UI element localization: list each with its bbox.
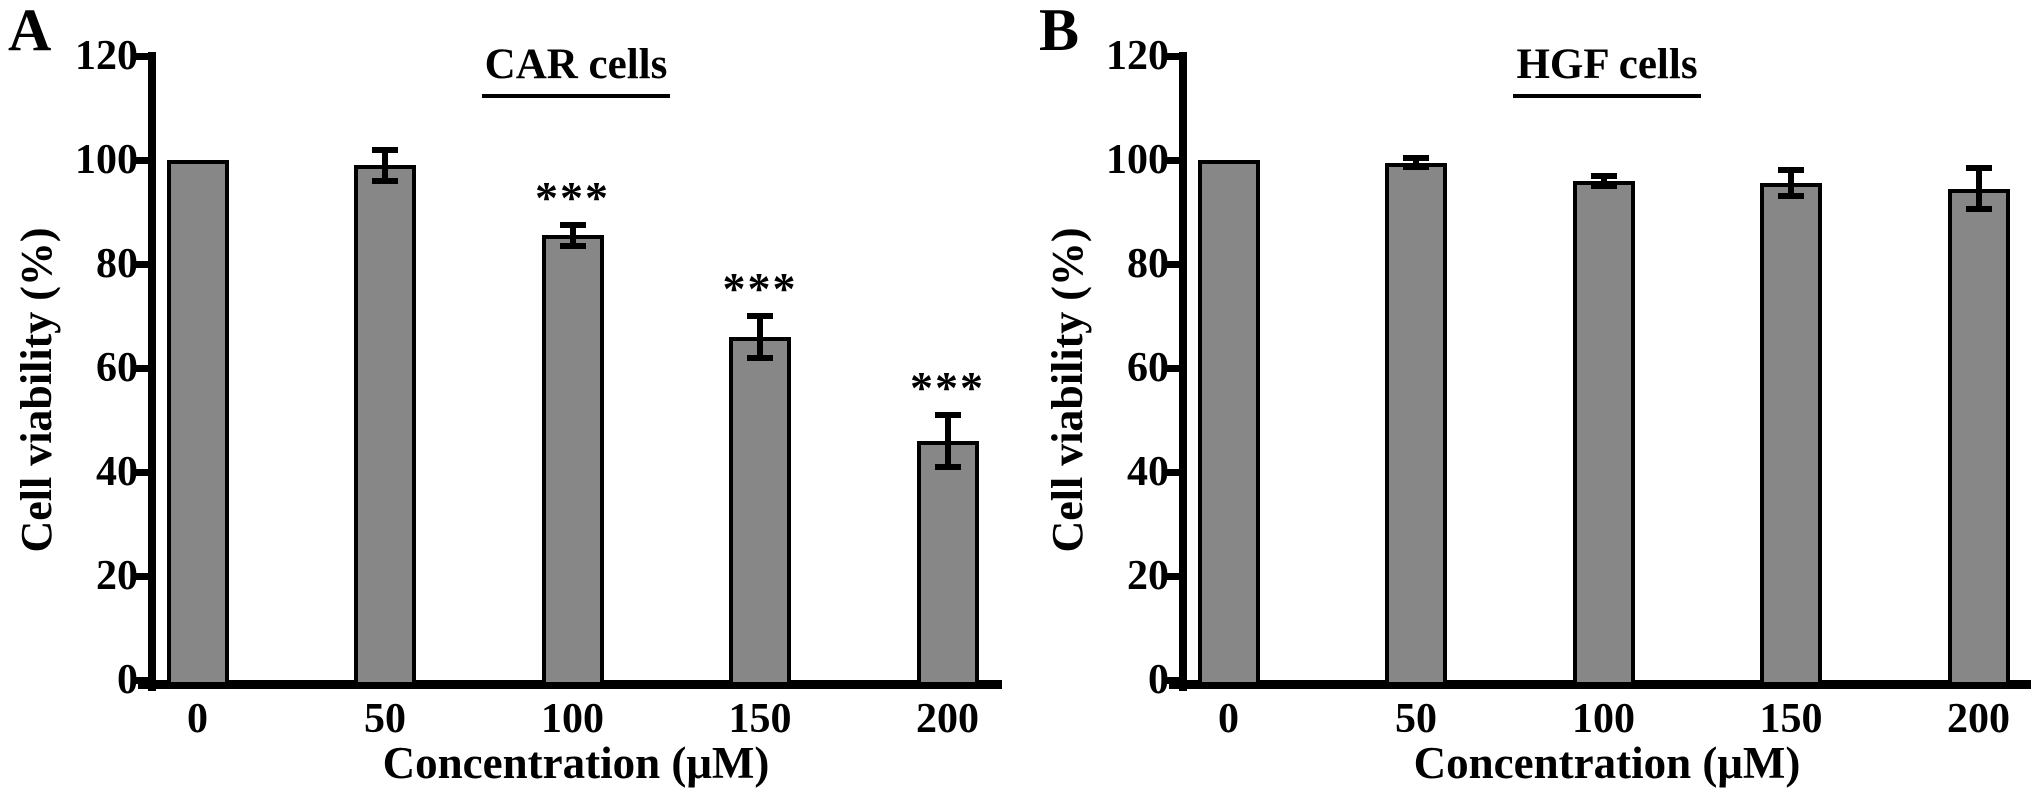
y-axis-line xyxy=(148,52,156,691)
error-bar-cap-bottom xyxy=(372,177,398,184)
y-tick xyxy=(1165,572,1179,580)
error-bar-cap-bottom xyxy=(1965,206,1992,213)
y-tick-label: 40 xyxy=(1127,449,1169,495)
x-tick-label: 100 xyxy=(541,696,604,742)
significance-stars: *** xyxy=(535,172,610,223)
error-bar-line xyxy=(1788,170,1794,197)
bar xyxy=(1947,188,2010,686)
y-tick-label: 60 xyxy=(1127,345,1169,391)
y-tick xyxy=(134,676,148,684)
error-bar-cap-bottom xyxy=(1590,183,1617,189)
x-axis-label: Concentration (μM) xyxy=(382,738,770,788)
x-tick-label: 100 xyxy=(1572,696,1635,742)
y-tick-label: 60 xyxy=(96,345,138,391)
bar xyxy=(1760,183,1822,686)
bar xyxy=(1385,162,1447,686)
error-bar-cap-top xyxy=(559,222,586,228)
chart-title-text: CAR cells xyxy=(481,42,671,99)
y-tick xyxy=(134,468,148,476)
y-tick xyxy=(1165,156,1179,164)
y-tick xyxy=(134,572,148,580)
y-tick-label: 0 xyxy=(1148,657,1169,703)
bar xyxy=(1572,180,1635,686)
error-bar-cap-top xyxy=(1778,167,1804,174)
error-bar-line xyxy=(569,225,576,246)
significance-stars: *** xyxy=(722,263,798,314)
y-tick xyxy=(1165,468,1179,476)
error-bar-line xyxy=(1975,167,1982,210)
y-tick xyxy=(134,260,148,268)
y-tick xyxy=(134,364,148,372)
error-bar-cap-top xyxy=(1590,172,1617,179)
error-bar-cap-top xyxy=(747,313,773,319)
error-bar-line xyxy=(944,414,951,467)
bar xyxy=(166,160,229,686)
error-bar-line xyxy=(757,316,763,358)
y-axis-line xyxy=(1179,52,1187,691)
y-tick xyxy=(1165,676,1179,684)
y-tick-label: 120 xyxy=(75,33,138,79)
x-tick-label: 50 xyxy=(1395,696,1437,742)
error-bar-line xyxy=(1600,175,1607,186)
error-bar-cap-bottom xyxy=(934,463,961,470)
plot-area-hgf: 0 20 40 60 80 100 120 0 50 100 150 200 xyxy=(1031,0,2031,803)
y-tick xyxy=(134,156,148,164)
bar xyxy=(729,336,791,686)
y-tick-label: 80 xyxy=(96,241,138,287)
error-bar-line xyxy=(1413,158,1419,167)
x-tick-label: 0 xyxy=(187,696,208,742)
bar xyxy=(354,165,416,686)
y-tick xyxy=(1165,260,1179,268)
y-tick-label: 80 xyxy=(1127,241,1169,287)
chart-title-hgf: HGF cells xyxy=(1181,42,2031,99)
error-bar-line xyxy=(382,149,388,181)
x-tick-label: 50 xyxy=(364,696,406,742)
plot-area-car: 0 20 40 60 80 100 120 0 50 *** 100 *** 150 *** 200 xyxy=(0,0,1002,803)
bar xyxy=(1197,160,1260,686)
bar xyxy=(541,235,604,686)
panel-hgf-cells: B HGF cells Cell viability (%) 0 20 40 60 80… xyxy=(1031,0,2031,803)
y-tick-label: 100 xyxy=(75,137,138,183)
error-bar-cap-bottom xyxy=(1778,193,1804,200)
error-bar-cap-bottom xyxy=(1403,163,1429,170)
x-tick-label: 200 xyxy=(916,696,979,742)
x-tick-label: 0 xyxy=(1218,696,1239,742)
y-tick-label: 120 xyxy=(1106,33,1169,79)
significance-stars: *** xyxy=(910,361,985,413)
error-bar-cap-bottom xyxy=(559,242,586,249)
error-bar-cap-top xyxy=(1403,155,1429,162)
y-tick xyxy=(1165,52,1179,60)
x-axis-label: Concentration (μM) xyxy=(1413,738,1801,788)
y-tick-label: 20 xyxy=(1127,553,1169,599)
y-tick-label: 20 xyxy=(96,553,138,599)
error-bar-cap-bottom xyxy=(747,354,773,361)
error-bar-cap-top xyxy=(372,146,398,153)
panel-letter-a: A xyxy=(8,0,52,63)
chart-title-text: HGF cells xyxy=(1513,42,1701,99)
panel-letter-b: B xyxy=(1039,0,1080,63)
chart-title-car: CAR cells xyxy=(150,42,1002,99)
error-bar-cap-top xyxy=(1965,164,1992,171)
y-tick xyxy=(134,52,148,60)
y-tick-label: 0 xyxy=(117,657,138,703)
x-tick-label: 200 xyxy=(1947,696,2010,742)
panel-car-cells: A CAR cells Cell viability (%) 0 20 40 60 80… xyxy=(0,0,1002,803)
bar xyxy=(916,440,979,686)
x-tick-label: 150 xyxy=(1759,696,1823,742)
x-tick-label: 150 xyxy=(728,696,792,742)
error-bar-cap-top xyxy=(934,411,961,418)
y-tick-label: 40 xyxy=(96,449,138,495)
y-tick xyxy=(1165,364,1179,372)
y-tick-label: 100 xyxy=(1106,137,1169,183)
